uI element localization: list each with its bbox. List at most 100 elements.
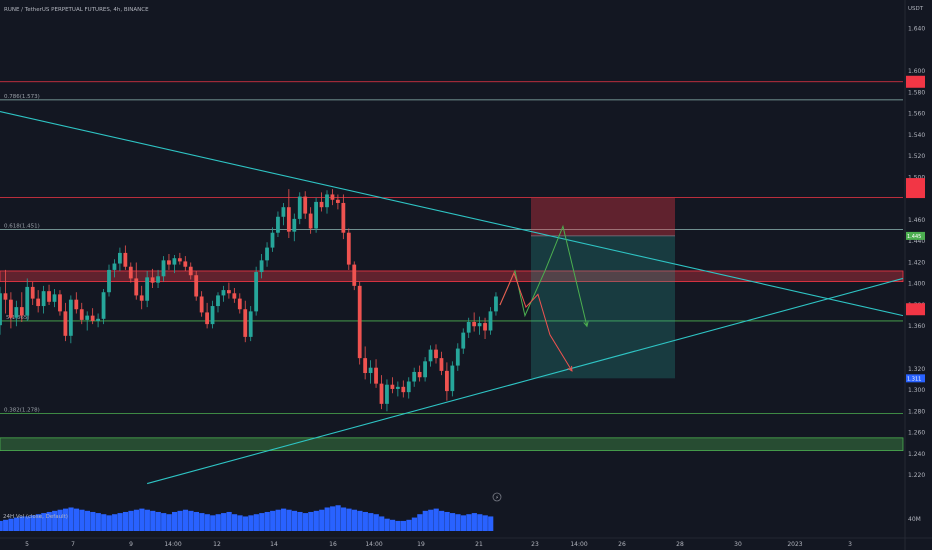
candle-body xyxy=(205,312,209,325)
volume-bar xyxy=(482,515,488,531)
candle-body xyxy=(445,370,449,392)
candle-body xyxy=(221,290,226,296)
volume-series xyxy=(0,505,494,531)
candle-body xyxy=(172,258,177,265)
take-profit-zone[interactable] xyxy=(531,235,675,379)
price-tick-label: 1.460 xyxy=(908,217,925,224)
time-tick-label: 14:00 xyxy=(164,541,181,548)
candle-body xyxy=(19,307,24,316)
price-badge[interactable] xyxy=(906,374,925,383)
volume-bar xyxy=(449,513,456,531)
candle-body xyxy=(68,299,73,336)
volume-bar xyxy=(172,511,178,531)
time-tick-label: 14:00 xyxy=(365,541,382,548)
volume-bar xyxy=(182,509,189,531)
candle-body xyxy=(58,294,62,312)
trendline[interactable] xyxy=(147,277,904,485)
candle-body xyxy=(428,349,433,362)
stop-loss-zone[interactable] xyxy=(531,197,675,236)
volume-bar xyxy=(439,510,445,531)
volume-bar xyxy=(400,520,407,531)
volume-bar xyxy=(237,515,243,531)
volume-bar xyxy=(46,511,52,531)
time-tick-label: 23 xyxy=(531,541,539,548)
candle-body xyxy=(167,260,171,265)
candle-body xyxy=(401,386,406,393)
volume-bar xyxy=(24,516,31,531)
candle-body xyxy=(477,323,482,327)
price-badge[interactable] xyxy=(906,178,925,199)
time-tick-label: 5 xyxy=(25,541,29,548)
volume-bar xyxy=(335,505,341,531)
price-tick-label: 1.300 xyxy=(908,387,925,394)
price-tick-label: 1.440 xyxy=(908,238,925,245)
price-badge[interactable] xyxy=(906,303,925,316)
volume-bar xyxy=(41,513,47,531)
candle-body xyxy=(276,216,280,233)
candle-body xyxy=(483,323,487,331)
volume-bar xyxy=(319,509,325,531)
candle-body xyxy=(0,293,2,326)
volume-bar xyxy=(460,515,467,531)
candle-body xyxy=(161,260,166,277)
trendline[interactable] xyxy=(0,111,904,317)
price-axis[interactable]: USDT 1.640 1.600 1.580 1.560 1.540 1.520 1.500 1… xyxy=(904,0,932,550)
volume-bar xyxy=(221,513,227,531)
time-axis[interactable]: 5 7 9 14:00 12 14 16 14:00 19 21 23 14:00 26 28 30 2023… xyxy=(0,537,932,548)
volume-bar xyxy=(302,513,308,531)
scroll-to-realtime-icon[interactable]: ⚡ xyxy=(492,492,502,502)
volume-bar xyxy=(242,516,249,531)
candle-body xyxy=(248,311,253,337)
candle-body xyxy=(243,309,248,337)
price-tick-label: 1.420 xyxy=(908,259,925,266)
candle-body xyxy=(286,207,291,232)
volume-bar xyxy=(35,514,41,531)
volume-bar xyxy=(73,508,80,531)
time-tick-label: 12 xyxy=(213,541,221,548)
time-tick-label: 14:00 xyxy=(570,541,587,548)
volume-bar xyxy=(231,514,238,531)
candle-body xyxy=(74,299,79,310)
candle-body xyxy=(379,383,384,404)
price-tick-label: 1.560 xyxy=(908,111,925,118)
time-tick-label: 16 xyxy=(329,541,337,548)
volume-bar xyxy=(248,515,254,531)
volume-bar xyxy=(139,508,145,531)
price-tick-label: 1.500 xyxy=(908,174,925,181)
candle-body xyxy=(47,291,51,302)
volume-indicator-label[interactable]: 24H Vol (close, Default) xyxy=(3,514,68,520)
candle-body xyxy=(118,252,122,264)
candle-body xyxy=(85,315,90,320)
candle-body xyxy=(150,277,155,283)
projection-path[interactable] xyxy=(499,271,573,372)
volume-bar xyxy=(52,510,58,531)
candle-body xyxy=(101,292,106,319)
price-badge[interactable] xyxy=(906,231,925,240)
volume-bar xyxy=(346,508,352,531)
volume-bar xyxy=(13,517,20,531)
price-badge[interactable] xyxy=(906,75,925,88)
price-tick-label: 1.220 xyxy=(908,472,925,479)
candle-body xyxy=(314,201,318,229)
time-tick-label: 21 xyxy=(475,541,483,548)
candle-body xyxy=(254,272,259,312)
candle-body xyxy=(25,286,30,316)
candle-body xyxy=(292,218,297,232)
time-tick-label: 26 xyxy=(618,541,626,548)
candle-body xyxy=(112,263,117,270)
volume-bar xyxy=(155,511,161,531)
volume-bar xyxy=(390,519,396,531)
candle-body xyxy=(385,384,389,404)
candle-body xyxy=(194,275,199,297)
level-label: 0.786(1.573) xyxy=(4,94,40,100)
candle-series xyxy=(0,189,498,412)
level-label: 5(1.365) xyxy=(6,315,30,321)
volume-bar xyxy=(275,509,281,531)
time-tick-label: 14 xyxy=(270,541,278,548)
level-label: 0.382(1.278) xyxy=(4,407,40,413)
candle-body xyxy=(450,365,455,392)
volume-bar xyxy=(422,510,428,531)
candle-body xyxy=(41,291,46,307)
